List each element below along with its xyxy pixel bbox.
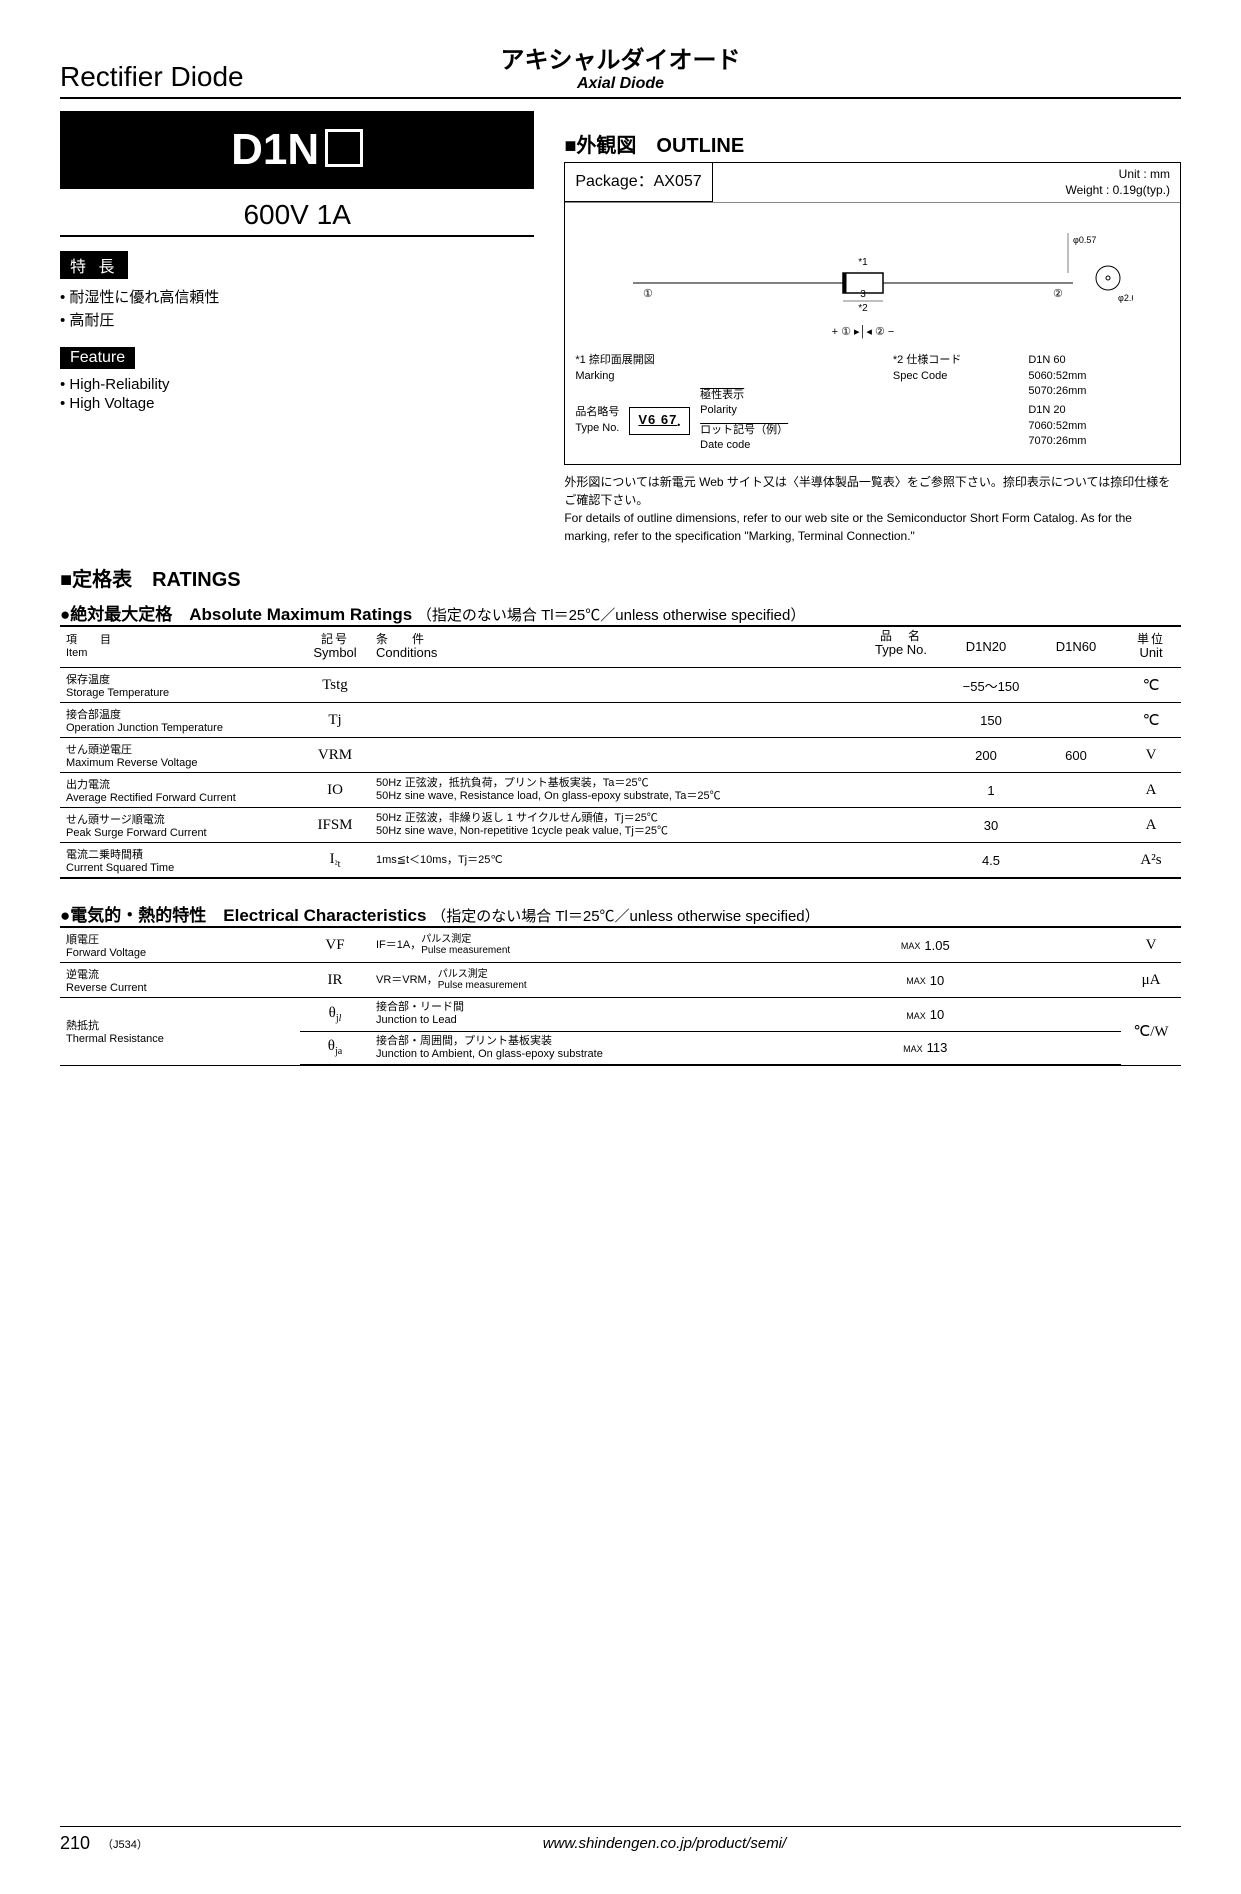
part-number-box: D1N bbox=[60, 111, 534, 189]
table-row: 順電圧Forward Voltage VF IF＝1A，パルス測定Pulse m… bbox=[60, 927, 1181, 963]
svg-text:*1: *1 bbox=[858, 257, 868, 268]
features-list-en: High-Reliability High Voltage bbox=[60, 375, 534, 413]
svg-text:②: ② bbox=[1053, 288, 1063, 300]
header-left: Rectifier Diode bbox=[60, 61, 434, 93]
header-title-jp: アキシャルダイオード bbox=[434, 40, 808, 75]
abs-max-title: ●絶対最大定格 Absolute Maximum Ratings （指定のない場… bbox=[60, 600, 1181, 625]
outline-note: 外形図については新電元 Web サイト又は〈半導体製品一覧表〉をご参照下さい。捺… bbox=[564, 473, 1181, 545]
elec-table: 順電圧Forward Voltage VF IF＝1A，パルス測定Pulse m… bbox=[60, 926, 1181, 1066]
features-badge-en: Feature bbox=[60, 347, 135, 369]
header-center: アキシャルダイオード Axial Diode bbox=[434, 40, 808, 93]
doc-code: （J534） bbox=[102, 1836, 148, 1852]
elec-title: ●電気的・熱的特性 Electrical Characteristics （指定… bbox=[60, 901, 1181, 926]
package-label: Package：AX057 bbox=[565, 163, 712, 202]
marking-sample: V6 67• bbox=[629, 407, 690, 435]
ratings-title: ■定格表 RATINGS bbox=[60, 563, 1181, 592]
page-number: 210 bbox=[60, 1833, 90, 1854]
table-row: 接合部温度Operation Junction Temperature Tj 1… bbox=[60, 703, 1181, 738]
feature-jp-0: 耐湿性に優れ高信頼性 bbox=[60, 285, 534, 308]
page-footer: 210 （J534） www.shindengen.co.jp/product/… bbox=[60, 1826, 1181, 1854]
outline-box: Package：AX057 Unit : mm Weight : 0.19g(t… bbox=[564, 162, 1181, 465]
part-suffix-box bbox=[325, 129, 363, 167]
features-list-jp: 耐湿性に優れ高信頼性 高耐圧 bbox=[60, 285, 534, 331]
table-row: 電流二乗時間積Current Squared Time I²t 1ms≦t＜10… bbox=[60, 843, 1181, 879]
svg-text:φ0.57: φ0.57 bbox=[1073, 235, 1096, 245]
svg-text:*2: *2 bbox=[858, 303, 868, 314]
table-row: 逆電流Reverse Current IR VR＝VRM，パルス測定Pulse … bbox=[60, 963, 1181, 998]
feature-en-1: High Voltage bbox=[60, 394, 534, 413]
diode-outline-svg: *1 *2 ① ② 3 φ0.57 φ2.6 + ① ▸│◂ ② − bbox=[613, 223, 1133, 343]
svg-text:3: 3 bbox=[860, 289, 866, 300]
footer-url: www.shindengen.co.jp/product/semi/ bbox=[148, 1835, 1181, 1852]
table-row: 熱抵抗Thermal Resistance θjl 接合部・リード間Juncti… bbox=[60, 998, 1181, 1031]
right-column: ■外観図 OUTLINE Package：AX057 Unit : mm Wei… bbox=[564, 111, 1181, 545]
features-badge-jp: 特 長 bbox=[60, 251, 128, 279]
table-row: せん頭サージ順電流Peak Surge Forward Current IFSM… bbox=[60, 808, 1181, 843]
header-title-en: Axial Diode bbox=[434, 75, 808, 93]
table-row: 出力電流Average Rectified Forward Current IO… bbox=[60, 773, 1181, 808]
feature-en-0: High-Reliability bbox=[60, 375, 534, 394]
table-row: せん頭逆電圧Maximum Reverse Voltage VRM 200600… bbox=[60, 738, 1181, 773]
page-header: Rectifier Diode アキシャルダイオード Axial Diode bbox=[60, 40, 1181, 99]
part-prefix: D1N bbox=[231, 125, 319, 174]
abs-max-table: 項 目Item 記号Symbol 条 件Conditions 品 名Type N… bbox=[60, 625, 1181, 880]
part-rating: 600V 1A bbox=[60, 193, 534, 237]
svg-text:φ2.6: φ2.6 bbox=[1118, 293, 1133, 303]
table-row: 保存温度Storage Temperature Tstg −55～150 ℃ bbox=[60, 668, 1181, 703]
feature-jp-1: 高耐圧 bbox=[60, 308, 534, 331]
svg-text:+ ① ▸│◂ ② −: + ① ▸│◂ ② − bbox=[831, 324, 894, 339]
left-column: D1N 600V 1A 特 長 耐湿性に優れ高信頼性 高耐圧 Feature H… bbox=[60, 111, 534, 545]
unit-weight: Unit : mm Weight : 0.19g(typ.) bbox=[713, 163, 1180, 202]
svg-text:①: ① bbox=[643, 288, 653, 300]
outline-title: ■外観図 OUTLINE bbox=[564, 129, 1181, 158]
